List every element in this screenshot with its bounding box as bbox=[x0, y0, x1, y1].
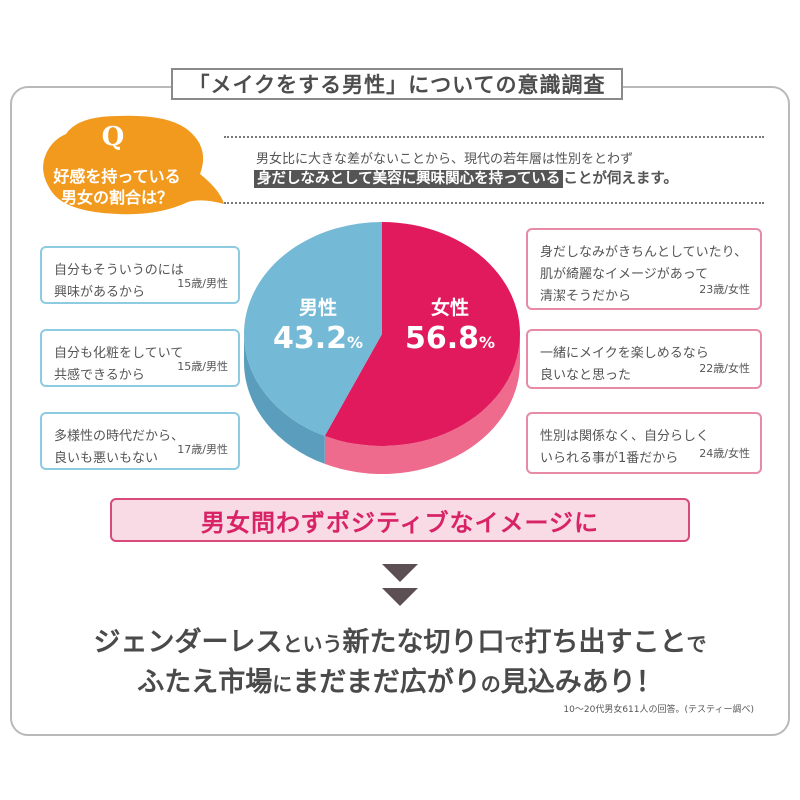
comment-author: 22歳/女性 bbox=[699, 362, 750, 375]
question-letter: Q bbox=[101, 122, 125, 152]
question-line: 好感を持っている bbox=[53, 167, 181, 186]
pie-label-value: 56.8% bbox=[405, 321, 495, 356]
conclusion-segment: に bbox=[272, 672, 293, 696]
conclusion-line-1: ジェンダーレスという新たな切り口で打ち出すことで bbox=[0, 620, 800, 659]
comment-author: 23歳/女性 bbox=[699, 283, 750, 296]
pie-label-value: 43.2% bbox=[273, 321, 363, 356]
comment-author: 15歳/男性 bbox=[177, 277, 228, 290]
conclusion-line-2: ふたえ市場にまだまだ広がりの見込みあり！ bbox=[0, 660, 800, 699]
conclusion-segment: 新たな切り口 bbox=[342, 627, 505, 658]
conclusion-segment: という bbox=[282, 632, 343, 656]
comment-text: 自分もそういうのには 興味があるから bbox=[54, 263, 184, 300]
intro-highlight: 身だしなみとして美容に興味関心を持っている bbox=[254, 170, 564, 188]
conclusion-segment: 見込みあり！ bbox=[500, 667, 663, 698]
conclusion-segment: ジェンダーレス bbox=[93, 627, 283, 658]
pie-value-unit: % bbox=[479, 333, 495, 352]
female-comment: 身だしなみがきちんとしていたり、 肌が綺麗なイメージがあって 清潔そうだから 2… bbox=[526, 228, 762, 310]
down-arrow-icon bbox=[382, 588, 418, 606]
down-arrows bbox=[382, 564, 418, 606]
comment-text: 自分も化粧をしていて 共感できるから bbox=[54, 346, 184, 383]
intro-line-1: 男女比に大きな差がないことから、現代の若年層は性別をとわず bbox=[256, 152, 634, 167]
pie-side-female bbox=[324, 334, 520, 474]
question-bubble-shape bbox=[43, 115, 224, 215]
divider bbox=[224, 202, 764, 204]
comment-author: 15歳/男性 bbox=[177, 360, 228, 373]
intro-rest: ことが伺えます。 bbox=[563, 171, 678, 187]
comment-text: 一緒にメイクを楽しめるなら 良いなと思った bbox=[540, 346, 709, 383]
intro-line-2: 身だしなみとして美容に興味関心を持っている ことが伺えます。 bbox=[254, 167, 678, 188]
comment-text: 多様性の時代だから、 良いも悪いもない bbox=[54, 429, 185, 466]
conclusion-segment: で bbox=[686, 632, 707, 656]
pie-label-name: 男性 bbox=[299, 296, 337, 319]
divider bbox=[224, 136, 764, 138]
survey-note: 10～20代男女611人の回答。(テスティー調べ) bbox=[563, 705, 754, 715]
conclusion-segment: で bbox=[504, 632, 525, 656]
pie-value-unit: % bbox=[347, 333, 363, 352]
conclusion-segment: の bbox=[480, 672, 501, 696]
female-comment: 性別は関係なく、自分らしく いられる事が1番だから 24歳/女性 bbox=[526, 412, 762, 474]
conclusion-banner: 男女問わずポジティブなイメージに bbox=[110, 498, 690, 542]
conclusion-segment: ふたえ市場 bbox=[137, 667, 273, 698]
pie-slice-female bbox=[324, 222, 520, 446]
pie-value-number: 43.2 bbox=[273, 321, 347, 356]
survey-title: 「メイクをする男性」についての意識調査 bbox=[171, 68, 623, 100]
question-bubble: Q 好感を持っている 男女の割合は？ bbox=[38, 112, 226, 220]
comment-author: 24歳/女性 bbox=[699, 447, 750, 460]
question-line: 男女の割合は？ bbox=[60, 188, 173, 207]
down-arrow-icon bbox=[382, 564, 418, 582]
comment-author: 17歳/男性 bbox=[177, 443, 228, 456]
conclusion-segment: 打ち出すこと bbox=[524, 627, 687, 658]
question-text: 好感を持っている 男女の割合は？ bbox=[38, 166, 196, 208]
male-comment: 多様性の時代だから、 良いも悪いもない 17歳/男性 bbox=[40, 412, 240, 470]
male-comment: 自分もそういうのには 興味があるから 15歳/男性 bbox=[40, 246, 240, 304]
pie-value-number: 56.8 bbox=[405, 321, 479, 356]
comment-text: 身だしなみがきちんとしていたり、 肌が綺麗なイメージがあって 清潔そうだから bbox=[540, 245, 748, 304]
conclusion-segment: まだまだ広がり bbox=[292, 667, 481, 698]
comment-text: 性別は関係なく、自分らしく いられる事が1番だから bbox=[540, 429, 710, 466]
female-comment: 一緒にメイクを楽しめるなら 良いなと思った 22歳/女性 bbox=[526, 329, 762, 389]
pie-slice-male bbox=[244, 222, 382, 436]
male-comment: 自分も化粧をしていて 共感できるから 15歳/男性 bbox=[40, 329, 240, 387]
pie-label-name: 女性 bbox=[431, 296, 469, 319]
pie-side-male bbox=[244, 334, 325, 464]
